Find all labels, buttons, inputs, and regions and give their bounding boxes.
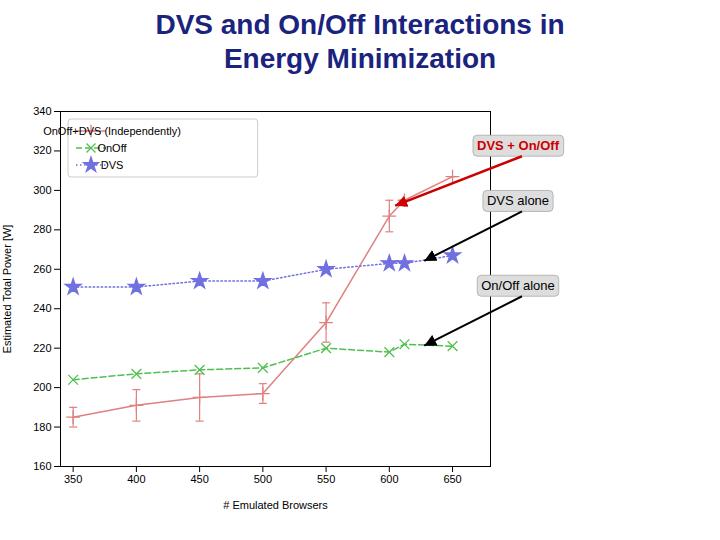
- svg-text:# Emulated Browsers: # Emulated Browsers: [223, 499, 328, 511]
- svg-text:300: 300: [33, 184, 51, 196]
- svg-text:600: 600: [380, 473, 398, 485]
- svg-text:On/Off alone: On/Off alone: [481, 278, 554, 293]
- svg-text:OnOff+DVS (Independently): OnOff+DVS (Independently): [43, 125, 181, 137]
- svg-text:DVS + On/Off: DVS + On/Off: [477, 138, 560, 153]
- html-text:DVS and On/Off Interactions in: DVS and On/Off Interactions in Energy Mi…: [155, 9, 565, 74]
- svg-text:260: 260: [33, 263, 51, 275]
- svg-text:DVS: DVS: [101, 159, 124, 171]
- svg-text:160: 160: [33, 460, 51, 472]
- svg-text:320: 320: [33, 145, 51, 157]
- svg-text:340: 340: [33, 105, 51, 117]
- svg-text:DVS alone: DVS alone: [487, 194, 549, 209]
- svg-text:OnOff: OnOff: [97, 142, 127, 154]
- svg-text:400: 400: [127, 473, 145, 485]
- svg-text:450: 450: [190, 473, 208, 485]
- svg-text:240: 240: [33, 302, 51, 314]
- svg-text:200: 200: [33, 381, 51, 393]
- svg-text:Estimated Total Power [W]: Estimated Total Power [W]: [1, 225, 13, 354]
- svg-text:550: 550: [317, 473, 335, 485]
- svg-text:180: 180: [33, 421, 51, 433]
- svg-text:280: 280: [33, 224, 51, 236]
- svg-text:500: 500: [254, 473, 272, 485]
- svg-text:650: 650: [443, 473, 461, 485]
- svg-text:350: 350: [64, 473, 82, 485]
- svg-text:220: 220: [33, 342, 51, 354]
